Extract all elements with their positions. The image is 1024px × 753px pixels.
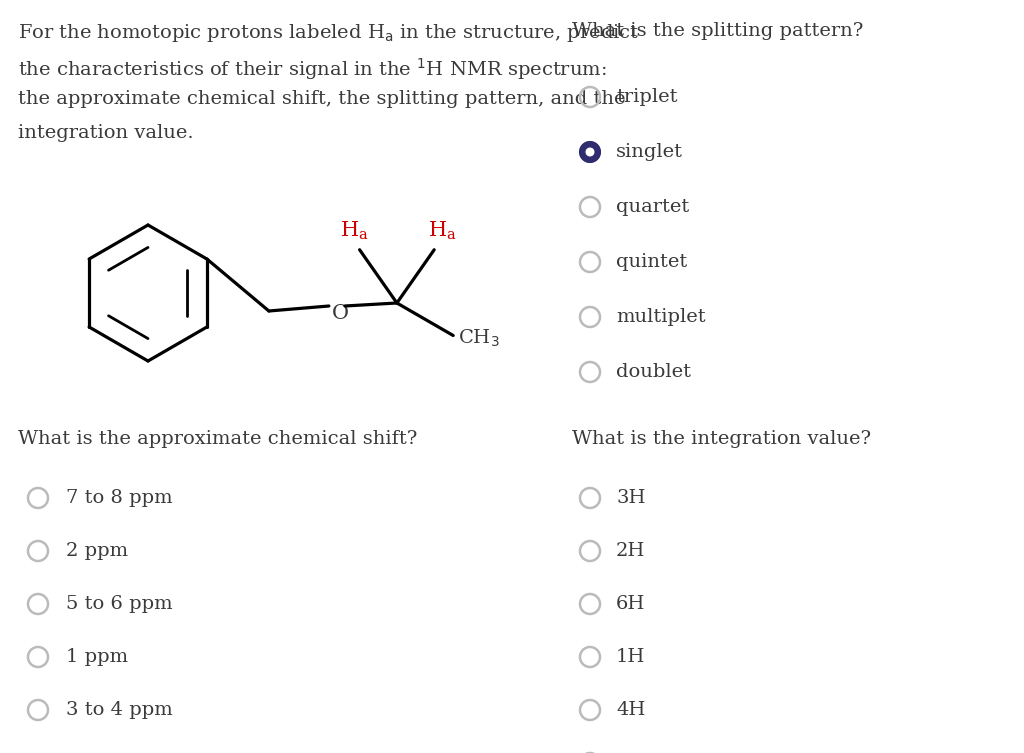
Text: 6H: 6H xyxy=(616,595,645,613)
Text: 2H: 2H xyxy=(616,542,645,560)
Text: singlet: singlet xyxy=(616,143,683,161)
Text: For the homotopic protons labeled H$_\mathrm{a}$ in the structure, predict: For the homotopic protons labeled H$_\ma… xyxy=(18,22,639,44)
Text: multiplet: multiplet xyxy=(616,308,706,326)
Text: integration value.: integration value. xyxy=(18,124,194,142)
Text: What is the approximate chemical shift?: What is the approximate chemical shift? xyxy=(18,430,418,448)
Text: 7 to 8 ppm: 7 to 8 ppm xyxy=(66,489,173,507)
Text: What is the splitting pattern?: What is the splitting pattern? xyxy=(572,22,863,40)
Text: the approximate chemical shift, the splitting pattern, and the: the approximate chemical shift, the spli… xyxy=(18,90,626,108)
Text: 2 ppm: 2 ppm xyxy=(66,542,128,560)
Text: What is the integration value?: What is the integration value? xyxy=(572,430,871,448)
Circle shape xyxy=(580,142,600,162)
Text: 1 ppm: 1 ppm xyxy=(66,648,128,666)
Text: quintet: quintet xyxy=(616,253,687,271)
Text: quartet: quartet xyxy=(616,198,689,216)
Circle shape xyxy=(586,148,594,156)
Text: H$_\mathregular{a}$: H$_\mathregular{a}$ xyxy=(428,219,457,242)
Text: triplet: triplet xyxy=(616,88,678,106)
Text: H$_\mathregular{a}$: H$_\mathregular{a}$ xyxy=(340,219,369,242)
Text: 5 to 6 ppm: 5 to 6 ppm xyxy=(66,595,173,613)
Text: CH$_3$: CH$_3$ xyxy=(458,328,500,349)
Text: O: O xyxy=(332,303,349,322)
Text: 3H: 3H xyxy=(616,489,645,507)
Text: the characteristics of their signal in the $^1$H NMR spectrum:: the characteristics of their signal in t… xyxy=(18,56,607,82)
Text: 3 to 4 ppm: 3 to 4 ppm xyxy=(66,701,173,719)
Text: 4H: 4H xyxy=(616,701,645,719)
Text: 1H: 1H xyxy=(616,648,645,666)
Text: doublet: doublet xyxy=(616,363,691,381)
